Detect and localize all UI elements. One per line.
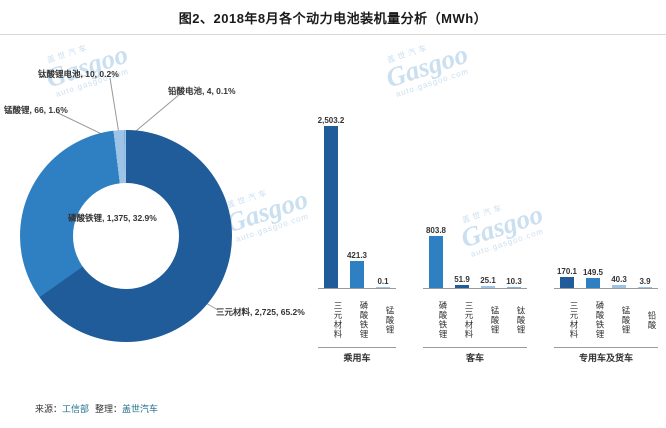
source-org: 工信部 <box>62 404 90 414</box>
bar <box>429 236 443 288</box>
bars-row: 170.1 149.5 40.3 3.9 <box>554 112 658 289</box>
bar-value-label: 10.3 <box>506 277 522 286</box>
bar-cell: 803.8 <box>423 226 449 288</box>
group-label: 乘用车 <box>318 347 396 364</box>
donut-chart <box>20 130 232 342</box>
bar <box>376 287 390 288</box>
bars-row: 2,503.2 421.3 0.1 <box>318 112 396 289</box>
bar-value-label: 51.9 <box>454 275 470 284</box>
group-label: 专用车及货车 <box>554 347 658 364</box>
category-labels-row: 三元材料 磷酸铁锂 锰酸锂 <box>318 289 396 347</box>
group-label: 客车 <box>423 347 527 364</box>
source-prefix: 来源： <box>35 404 63 414</box>
donut-label-titanate: 钛酸锂电池, 10, 0.2% <box>38 69 119 79</box>
bar-cell: 40.3 <box>606 275 632 288</box>
bar-category-label: 三元材料 <box>569 301 579 339</box>
donut-label-lmo: 锰酸锂, 66, 1.6% <box>4 105 68 115</box>
bar-category-label: 三元材料 <box>464 301 474 339</box>
bar-cell: 170.1 <box>554 267 580 288</box>
bar-category-label: 锰酸锂 <box>385 305 395 335</box>
category-labels-row: 磷酸铁锂 三元材料 锰酸锂 钛酸锂 <box>423 289 527 347</box>
source-mid: 整理： <box>95 404 123 414</box>
bar-value-label: 2,503.2 <box>317 116 345 125</box>
bar-cell: 0.1 <box>370 277 396 288</box>
bar-value-label: 149.5 <box>582 268 604 277</box>
bars-row: 803.8 51.9 25.1 10.3 <box>423 112 527 289</box>
donut-hole <box>73 183 179 289</box>
watermark-brand: Gasgoo <box>382 38 472 94</box>
bar-cell: 421.3 <box>344 251 370 288</box>
bar <box>481 286 495 288</box>
bar <box>612 285 626 288</box>
watermark-url: auto.gasgoo.com <box>394 66 470 99</box>
bar-cell: 3.9 <box>632 277 658 288</box>
bar-cell: 25.1 <box>475 276 501 288</box>
donut-label-lead-acid: 铅酸电池, 4, 0.1% <box>168 86 236 96</box>
source-line: 来源：工信部 整理：盖世汽车 <box>35 402 158 415</box>
bar-category-label: 三元材料 <box>333 301 343 339</box>
bar-cell: 10.3 <box>501 277 527 288</box>
bar <box>507 287 521 288</box>
donut-label-ternary: 三元材料, 2,725, 65.2% <box>216 307 305 317</box>
bar-value-label: 40.3 <box>611 275 627 284</box>
bar-category-label: 锰酸锂 <box>490 305 500 335</box>
bar-category-label: 锰酸锂 <box>621 305 631 335</box>
bar-cell: 149.5 <box>580 268 606 288</box>
bar-value-label: 0.1 <box>377 277 389 286</box>
bar-cell: 2,503.2 <box>318 116 344 288</box>
bar-value-label: 421.3 <box>346 251 368 260</box>
bar-group-3: 170.1 149.5 40.3 3.9 三元材料 磷酸铁锂 锰酸锂 铅酸专用车及货车 <box>554 112 658 364</box>
bar-value-label: 170.1 <box>556 267 578 276</box>
bar-group-1: 2,503.2 421.3 0.1 三元材料 磷酸铁锂 锰酸锂乘用车 <box>318 112 396 364</box>
bar <box>560 277 574 288</box>
bar-chart-panel: 2,503.2 421.3 0.1 三元材料 磷酸铁锂 锰酸锂乘用车 803.8 51.9 25… <box>318 112 658 412</box>
bar-value-label: 803.8 <box>425 226 447 235</box>
category-labels-row: 三元材料 磷酸铁锂 锰酸锂 铅酸 <box>554 289 658 347</box>
donut-label-lfp: 磷酸铁锂, 1,375, 32.9% <box>68 213 157 223</box>
source-brand: 盖世汽车 <box>122 404 159 414</box>
bar-category-label: 磷酸铁锂 <box>359 301 369 339</box>
bar <box>350 261 364 288</box>
page-title: 图2、2018年8月各个动力电池装机量分析（MWh） <box>178 11 488 26</box>
bar-category-label: 磷酸铁锂 <box>438 301 448 339</box>
bar-group-2: 803.8 51.9 25.1 10.3 磷酸铁锂 三元材料 锰酸锂 钛酸锂客车 <box>423 112 527 364</box>
donut-chart-panel: 钛酸锂电池, 10, 0.2% 铅酸电池, 4, 0.1% 锰酸锂, 66, 1… <box>0 42 320 382</box>
bar <box>638 287 652 288</box>
watermark-cn: 盖世汽车 <box>385 42 431 65</box>
title-divider <box>0 34 666 35</box>
bar-value-label: 3.9 <box>639 277 651 286</box>
bar-category-label: 钛酸锂 <box>516 305 526 335</box>
bar-value-label: 25.1 <box>480 276 496 285</box>
bar <box>586 278 600 288</box>
gasgoo-watermark: 盖世汽车 Gasgoo auto.gasgoo.com <box>380 33 473 100</box>
bar <box>455 285 469 288</box>
bar <box>324 126 338 288</box>
bar-category-label: 铅酸 <box>647 310 657 330</box>
bar-category-label: 磷酸铁锂 <box>595 301 605 339</box>
bar-cell: 51.9 <box>449 275 475 288</box>
